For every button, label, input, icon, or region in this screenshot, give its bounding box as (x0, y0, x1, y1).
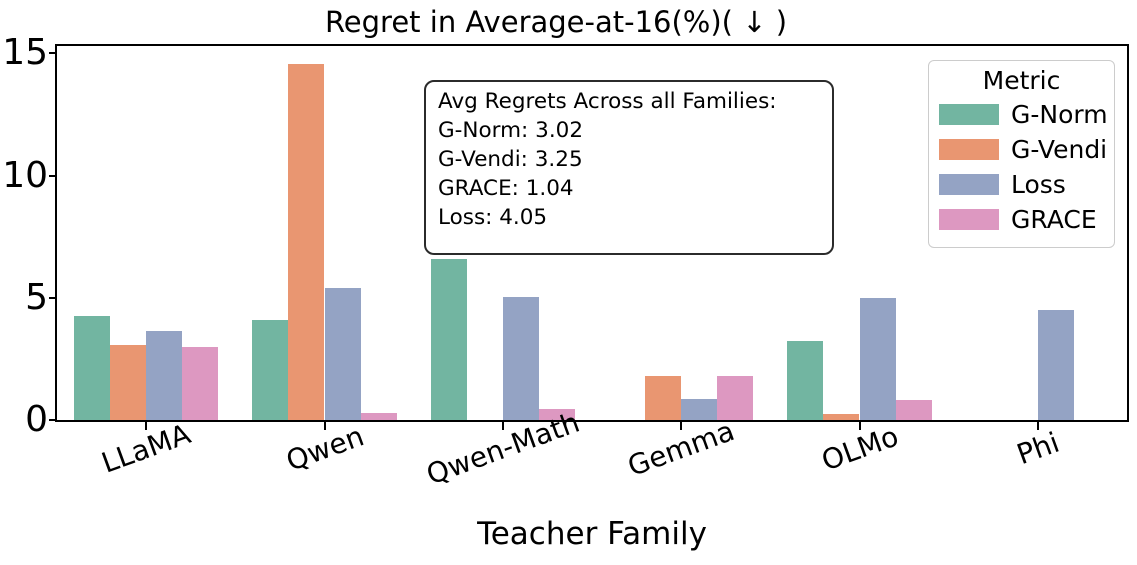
bar-loss-qwen (324, 288, 361, 420)
bar-g-norm-llama (73, 316, 111, 420)
bar-g-norm-qwen-math (430, 258, 467, 420)
bar-grace-qwen-math (538, 409, 576, 420)
x-tick-mark (145, 422, 148, 430)
axis-spine-right (1127, 44, 1129, 422)
bar-grace-olmo (895, 400, 932, 420)
plot-area (57, 46, 1127, 420)
bar-loss-phi (1037, 310, 1074, 420)
bar-loss-gemma (681, 399, 718, 420)
annotation-line: G-Norm: 3.02 (438, 118, 584, 143)
annotation-line: Avg Regrets Across all Families: (438, 89, 777, 114)
y-tick-label: 10 (2, 154, 48, 196)
x-tick-mark (501, 422, 504, 430)
axis-spine-top (55, 44, 1129, 46)
annotation-box: Avg Regrets Across all Families: G-Norm: … (424, 80, 834, 255)
legend-label: G-Vendi (1011, 135, 1108, 164)
bar-g-vendi-gemma (645, 376, 682, 420)
legend-swatch-g-vendi (939, 139, 999, 160)
y-tick-mark (49, 296, 57, 299)
annotation-line: G-Vendi: 3.25 (438, 147, 583, 172)
legend-title: Metric (982, 66, 1061, 95)
y-tick-mark (49, 419, 57, 421)
legend: Metric G-Norm G-Vendi Loss GRACE (928, 60, 1115, 248)
legend-swatch-g-norm (939, 104, 999, 125)
y-tick-label: 5 (25, 276, 48, 318)
y-tick-label: 0 (25, 399, 48, 440)
x-tick-label-phi: Phi (1012, 425, 1064, 472)
bar-g-vendi-llama (110, 345, 147, 420)
x-tick-mark (858, 422, 861, 430)
x-tick-mark (680, 422, 683, 430)
legend-entry-grace: GRACE (929, 202, 1114, 237)
x-tick-mark (1036, 422, 1039, 430)
bar-grace-gemma (717, 376, 754, 420)
legend-entry-g-vendi: G-Vendi (929, 132, 1114, 167)
x-axis-label: Teacher Family (477, 516, 707, 552)
bar-g-vendi-qwen (288, 64, 325, 420)
bar-g-norm-olmo (787, 340, 824, 420)
legend-label: G-Norm (1011, 100, 1108, 129)
legend-entry-loss: Loss (929, 167, 1114, 202)
axis-spine-left (55, 44, 57, 422)
annotation-line: GRACE: 1.04 (438, 176, 574, 201)
y-tick-mark (49, 174, 57, 177)
bar-g-vendi-olmo (823, 413, 860, 420)
bar-grace-qwen (360, 412, 397, 420)
x-tick-mark (323, 422, 326, 430)
legend-label: GRACE (1011, 205, 1097, 234)
legend-entry-g-norm: G-Norm (929, 97, 1114, 132)
y-tick-label: 15 (2, 32, 48, 74)
bar-loss-llama (146, 330, 183, 420)
bar-loss-qwen-math (502, 296, 539, 420)
legend-label: Loss (1011, 170, 1066, 199)
bar-g-norm-qwen (252, 319, 289, 420)
annotation-line: Loss: 4.05 (438, 205, 548, 230)
chart-title: Regret in Average-at-16(%)( ↓ ) (324, 5, 788, 39)
y-tick-mark (49, 52, 57, 55)
axis-spine-bottom (55, 420, 1129, 422)
legend-swatch-grace (939, 209, 999, 230)
bar-loss-olmo (859, 297, 896, 420)
legend-swatch-loss (939, 174, 999, 195)
bar-grace-llama (182, 346, 219, 420)
